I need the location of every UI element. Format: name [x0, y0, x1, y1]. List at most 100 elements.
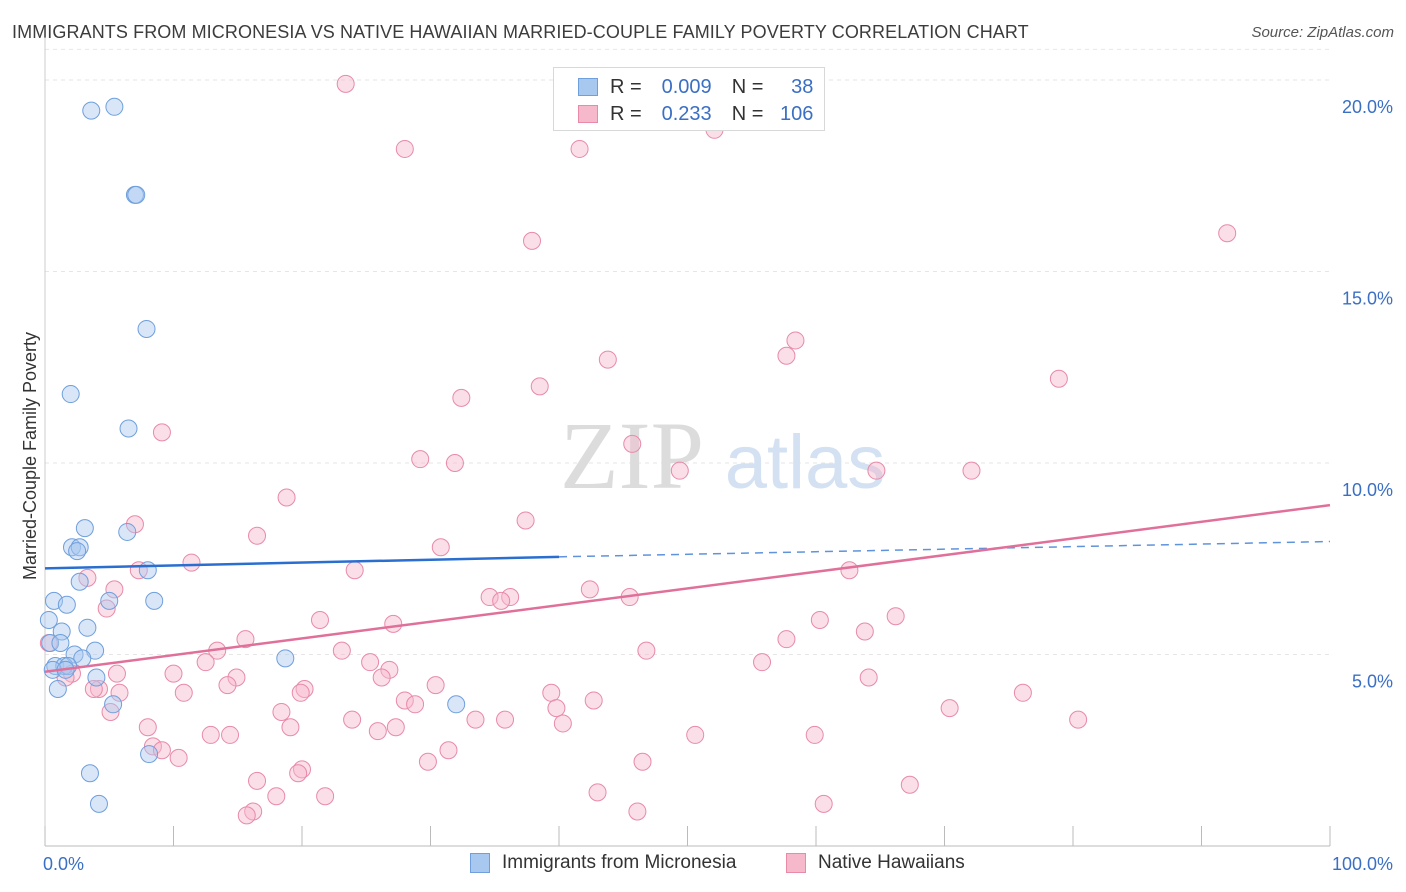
native-hawaiians-point [445, 454, 464, 472]
native-hawaiians-point [89, 679, 108, 698]
native-hawaiians-point [138, 718, 157, 737]
micronesia-point [118, 522, 137, 541]
native-hawaiians-point [272, 702, 291, 721]
native-hawaiians-point [196, 653, 215, 672]
micronesia-point [104, 695, 123, 714]
micronesia-point [140, 745, 159, 764]
native-hawaiians-point [547, 699, 566, 718]
micronesia-point [82, 101, 101, 120]
watermark-zip: ZIP [560, 402, 704, 509]
native-hawaiians-point [777, 630, 796, 649]
native-hawaiians-point [125, 515, 144, 534]
y-axis-label: Married-Couple Family Poverty [20, 332, 40, 580]
native-hawaiians-point [1218, 224, 1237, 243]
native-hawaiians-trend [44, 503, 1331, 673]
micronesia-point [41, 634, 60, 653]
micronesia-point [80, 764, 99, 783]
watermark-atlas: atlas [725, 420, 886, 505]
y-tick-label: 15.0% [1342, 289, 1393, 309]
trend-lines [44, 503, 1331, 673]
micronesia-point [78, 618, 97, 637]
native-hawaiians-point [588, 783, 607, 802]
native-hawaiians-point [867, 461, 886, 480]
micronesia-point [68, 542, 87, 561]
micronesia-trend-dashed [558, 540, 1331, 558]
legend-swatch-pink [578, 105, 598, 123]
native-hawaiians-point [218, 676, 237, 695]
native-hawaiians-point [962, 461, 981, 480]
native-hawaiians-point [670, 461, 689, 480]
y-tick-label: 20.0% [1342, 97, 1393, 117]
native-hawaiians-point [523, 231, 542, 250]
native-hawaiians-point [859, 668, 878, 687]
native-hawaiians-point [248, 526, 267, 545]
native-hawaiians-point [623, 434, 642, 453]
legend-n-value: 106 [780, 102, 814, 125]
native-hawaiians-point [336, 74, 355, 93]
native-hawaiians-point [372, 668, 391, 687]
chart-title: IMMIGRANTS FROM MICRONESIA VS NATIVE HAW… [12, 22, 1029, 42]
native-hawaiians-point [201, 725, 220, 744]
legend-n-value: 38 [791, 75, 814, 98]
native-hawaiians-point [395, 691, 414, 710]
legend-r-value: 0.233 [661, 102, 712, 125]
native-hawaiians-point [753, 653, 772, 672]
legend-r-value: 0.009 [661, 75, 712, 98]
bottom-legend-micronesia: Immigrants from Micronesia [470, 852, 736, 874]
native-hawaiians-point [686, 725, 705, 744]
micronesia-point [145, 591, 164, 610]
native-hawaiians-point [418, 752, 437, 771]
native-hawaiians-point [580, 580, 599, 599]
native-hawaiians-point [637, 641, 656, 660]
native-hawaiians-point [361, 653, 380, 672]
micronesia-point [137, 319, 156, 338]
native-hawaiians-point [182, 553, 201, 572]
native-hawaiians-point [439, 741, 458, 760]
source-credit: Source: ZipAtlas.com [1251, 24, 1394, 41]
micronesia-point [276, 649, 295, 668]
micronesia-point [138, 561, 157, 580]
tick-labels: 5.0% 10.0% 15.0% 20.0% 0.0% 100.0% [43, 97, 1393, 874]
bottom-legend-label-native-hawaiians: Native Hawaiians [818, 852, 965, 873]
micronesia-point [39, 611, 58, 630]
native-hawaiians-point [426, 676, 445, 695]
correlation-legend: R = 0.009 N = 38 R = 0.233 N = 106 [553, 67, 825, 131]
native-hawaiians-point [1069, 710, 1088, 729]
micronesia-point [127, 185, 146, 204]
micronesia-point [70, 572, 89, 591]
native-hawaiians-point [248, 771, 267, 790]
native-hawaiians-point [855, 622, 874, 641]
native-hawaiians-point [84, 679, 103, 698]
native-hawaiians-point [107, 664, 126, 683]
native-hawaiians-point [452, 388, 471, 407]
native-hawaiians-point [886, 607, 905, 626]
y-tick-label: 10.0% [1342, 480, 1393, 500]
native-hawaiians-point [431, 538, 450, 557]
native-hawaiians-point [570, 139, 589, 158]
native-hawaiians-point [777, 346, 796, 365]
native-hawaiians-point [332, 641, 351, 660]
native-hawaiians-point [343, 710, 362, 729]
native-hawaiians-point [840, 561, 859, 580]
native-hawaiians-point [584, 691, 603, 710]
native-hawaiians-point [406, 695, 425, 714]
micronesia-point [119, 419, 138, 438]
micronesia-point [48, 679, 67, 698]
micronesia-point [75, 519, 94, 538]
x-tick-label-start: 0.0% [43, 854, 84, 874]
legend-n-label: N = [731, 75, 764, 98]
native-hawaiians-point [110, 683, 129, 702]
native-hawaiians-point [810, 611, 829, 630]
native-hawaiians-point [105, 580, 124, 599]
native-hawaiians-point [380, 660, 399, 679]
native-hawaiians-point [386, 718, 405, 737]
native-hawaiians-point [345, 561, 364, 580]
bottom-legend-label-micronesia: Immigrants from Micronesia [502, 852, 737, 873]
native-hawaiians-point [384, 614, 403, 633]
micronesia-point [52, 622, 71, 641]
axes [44, 37, 1331, 847]
native-hawaiians-point [291, 683, 310, 702]
native-hawaiians-point [940, 699, 959, 718]
native-hawaiians-point [805, 725, 824, 744]
